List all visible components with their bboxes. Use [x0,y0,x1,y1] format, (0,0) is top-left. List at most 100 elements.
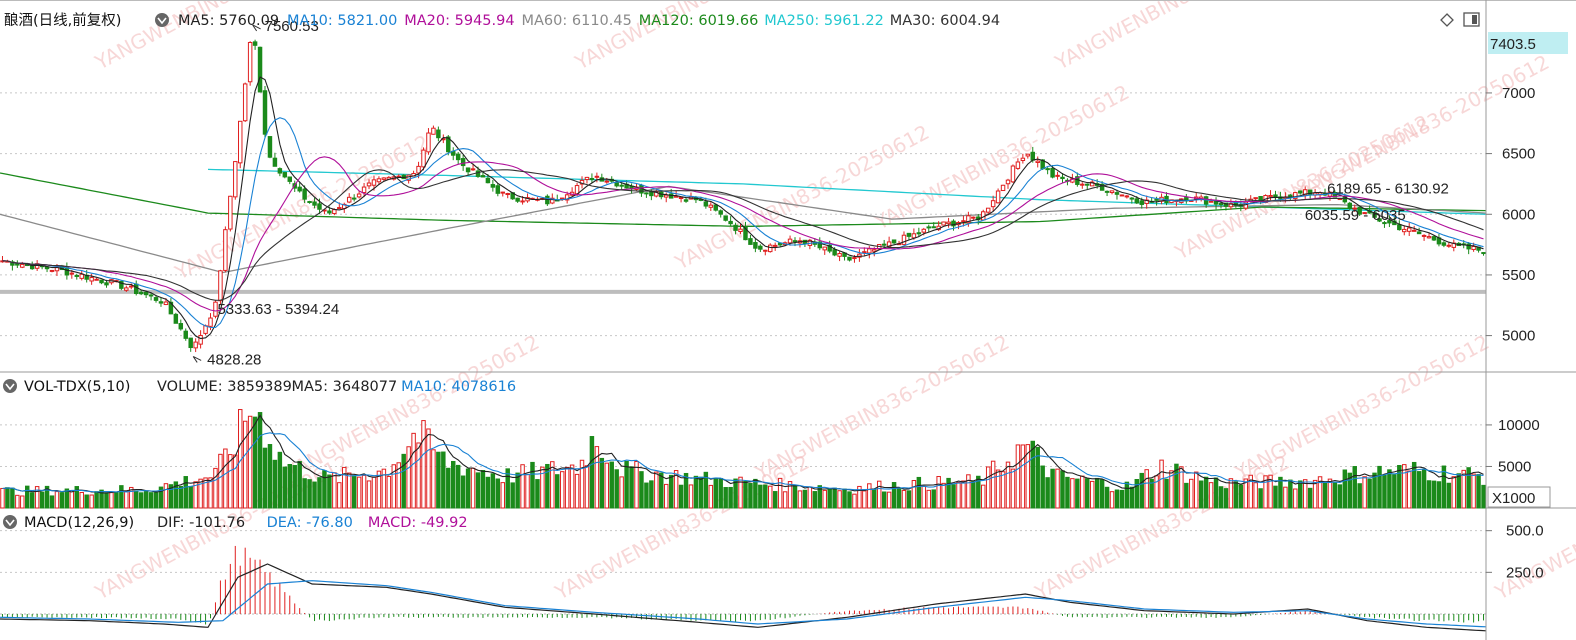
volume-bar[interactable] [921,485,927,509]
candle-body[interactable] [317,203,322,210]
candle-body[interactable] [966,215,971,224]
candle-body[interactable] [1268,194,1273,198]
candle-body[interactable] [995,190,1001,204]
candle-body[interactable] [1302,189,1308,196]
volume-bar[interactable] [515,472,520,509]
volume-bar[interactable] [995,469,1001,509]
volume-bar[interactable] [1426,480,1432,509]
candle-body[interactable] [852,257,857,260]
volume-bar[interactable] [39,491,45,509]
volume-bar[interactable] [119,485,124,509]
volume-bar[interactable] [530,461,535,509]
volume-bar[interactable] [842,488,847,509]
volume-bar[interactable] [391,464,397,509]
volume-bar[interactable] [1347,472,1353,509]
candle-body[interactable] [262,90,268,135]
volume-bar[interactable] [599,457,605,509]
volume-bar[interactable] [322,470,327,509]
volume-bar[interactable] [1089,480,1095,509]
candle-body[interactable] [1382,222,1387,225]
volume-bar[interactable] [302,478,307,509]
candle-body[interactable] [1481,252,1486,255]
volume-bar[interactable] [738,476,743,509]
candle-body[interactable] [550,197,555,204]
volume-bar[interactable] [1387,469,1392,509]
volume-bar[interactable] [1104,486,1110,509]
volume-bar[interactable] [966,474,971,509]
candle-body[interactable] [129,285,134,288]
volume-bar[interactable] [94,491,99,509]
volume-bar[interactable] [1055,468,1060,509]
candle-body[interactable] [1397,224,1402,231]
volume-bar[interactable] [683,472,689,509]
volume-panel[interactable] [0,409,1576,509]
candle-body[interactable] [1085,183,1090,186]
volume-bar[interactable] [1248,474,1253,509]
volume-bar[interactable] [881,491,887,509]
candle-body[interactable] [252,41,258,46]
volume-bar[interactable] [703,471,709,509]
volume-bar[interactable] [1307,487,1313,509]
volume-bar[interactable] [802,489,808,509]
volume-bar[interactable] [356,476,362,509]
volume-bar[interactable] [1109,491,1115,509]
candle-body[interactable] [1466,243,1471,250]
volume-bar[interactable] [114,492,119,509]
volume-bar[interactable] [1010,468,1016,509]
volume-bar[interactable] [292,465,297,509]
volume-bar[interactable] [104,492,109,509]
volume-bar[interactable] [589,436,595,509]
candle-body[interactable] [753,242,758,249]
volume-bar[interactable] [639,471,644,509]
volume-bar[interactable] [1436,481,1442,509]
volume-bar[interactable] [1184,482,1189,509]
volume-bar[interactable] [911,479,917,509]
volume-bar[interactable] [163,483,169,509]
volume-bar[interactable] [327,474,332,509]
volume-bar[interactable] [708,484,714,509]
candle-body[interactable] [426,132,431,153]
volume-bar[interactable] [545,463,550,509]
volume-bar[interactable] [1367,478,1372,509]
candle-body[interactable] [1253,197,1258,200]
volume-bar[interactable] [1441,465,1447,509]
volume-bar[interactable] [1085,478,1090,509]
candle-body[interactable] [743,226,748,241]
volume-bar[interactable] [1283,486,1288,509]
candle-body[interactable] [1080,183,1085,186]
volume-bar[interactable] [817,485,823,509]
volume-bar[interactable] [772,491,778,509]
volume-bar[interactable] [574,473,580,509]
volume-bar[interactable] [1421,469,1427,509]
volume-bar[interactable] [109,492,114,509]
candle-body[interactable] [361,186,367,194]
candle-body[interactable] [515,197,520,202]
volume-bar[interactable] [1481,484,1486,509]
volume-bar[interactable] [1352,466,1357,509]
volume-bar[interactable] [1139,472,1144,509]
volume-bar[interactable] [1243,478,1248,509]
candle-body[interactable] [822,246,827,251]
volume-bar[interactable] [1278,476,1283,509]
volume-bar[interactable] [1198,480,1204,509]
volume-bar[interactable] [847,491,852,509]
volume-bar[interactable] [1134,479,1140,509]
volume-bar[interactable] [1293,488,1298,509]
volume-bar[interactable] [138,492,144,509]
candle-body[interactable] [703,201,709,207]
volume-bar[interactable] [44,485,50,509]
candle-body[interactable] [158,301,164,304]
volume-bar[interactable] [20,495,25,509]
candle-body[interactable] [99,279,104,284]
volume-bar[interactable] [74,486,80,509]
volume-bar[interactable] [1174,463,1179,509]
candle-body[interactable] [738,228,743,232]
volume-bar[interactable] [89,494,94,509]
candle-body[interactable] [376,178,382,183]
candle-body[interactable] [282,172,288,178]
candle-body[interactable] [168,301,174,315]
candle-body[interactable] [173,313,179,324]
volume-bar[interactable] [1406,470,1412,509]
volume-bar[interactable] [233,454,238,509]
candle-body[interactable] [1129,197,1135,200]
